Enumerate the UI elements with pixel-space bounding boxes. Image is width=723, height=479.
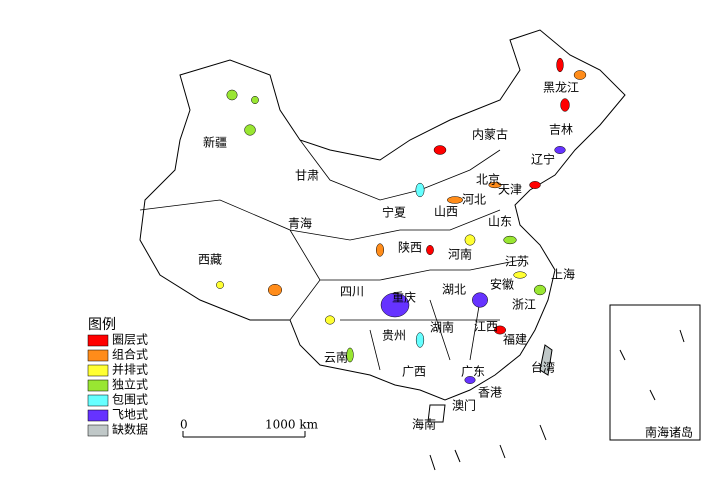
region-label: 台湾 (531, 360, 555, 375)
region-label: 浙江 (512, 298, 536, 312)
patch (380, 292, 410, 318)
taiwan-outline (539, 344, 553, 376)
patch (533, 284, 547, 296)
region-label: 安徽 (490, 277, 514, 292)
patch (415, 182, 425, 198)
legend-swatch (87, 424, 109, 437)
region-label: 江苏 (505, 255, 529, 269)
region-label: 湖北 (442, 282, 466, 297)
legend-label: 包围式 (112, 393, 148, 407)
legend-label: 组合式 (112, 347, 148, 362)
region-label: 江西 (474, 320, 498, 334)
patch (244, 124, 256, 136)
patch (446, 196, 464, 204)
inset-label: 南海诸岛 (645, 425, 693, 440)
legend-swatch (87, 364, 109, 377)
country-outline (139, 29, 626, 401)
region-label: 福建 (503, 332, 527, 347)
patch (503, 235, 517, 245)
patch (472, 292, 488, 308)
region-label: 海南 (412, 417, 436, 432)
patch (415, 332, 425, 348)
region-label: 天津 (498, 183, 522, 197)
region-label: 云南 (324, 350, 348, 365)
region-label: 香港 (478, 386, 502, 400)
region-label: 甘肃 (295, 169, 319, 183)
islands (429, 329, 685, 471)
region-label: 黑龙江 (543, 81, 579, 95)
patch (375, 243, 385, 257)
region-label: 湖南 (430, 320, 454, 335)
legend-label: 缺数据 (112, 422, 148, 437)
patch (216, 281, 224, 289)
region-label: 宁夏 (382, 205, 406, 220)
region-label: 山西 (434, 205, 458, 219)
region-label: 四川 (340, 285, 364, 299)
province-borders (139, 139, 521, 371)
region-label: 辽宁 (531, 152, 555, 167)
legend-label: 并排式 (112, 363, 148, 377)
region-label: 广西 (402, 365, 426, 379)
legend-swatch (87, 334, 109, 347)
region-label: 北京 (476, 173, 500, 187)
patch (324, 315, 336, 325)
inset-frame (609, 304, 701, 441)
patch (556, 57, 564, 73)
patch (573, 70, 587, 80)
patch (226, 89, 238, 101)
legend-label: 独立式 (112, 377, 148, 392)
patch (426, 245, 434, 255)
region-label: 贵州 (382, 329, 406, 343)
patch (560, 98, 570, 112)
region-label: 新疆 (203, 135, 227, 150)
region-label: 澳门 (452, 398, 476, 413)
patch (464, 234, 476, 246)
region-label: 重庆 (392, 291, 416, 305)
region-label: 西藏 (198, 253, 222, 267)
legend-swatch (87, 349, 109, 362)
legend-label: 圈层式 (112, 333, 148, 347)
patch (464, 376, 476, 384)
scale-end: 1000 km (265, 418, 319, 432)
patch (488, 181, 502, 189)
patch (346, 347, 354, 363)
region-label: 青海 (288, 216, 312, 231)
scale-start: 0 (180, 418, 188, 432)
legend-label: 飞地式 (112, 408, 148, 422)
region-label: 山东 (488, 215, 512, 229)
patch (494, 325, 506, 335)
legend-title: 图例 (88, 317, 116, 333)
region-label: 上海 (551, 267, 575, 282)
region-label: 广东 (461, 365, 485, 379)
patch (251, 96, 259, 104)
legend-swatch (87, 394, 109, 407)
legend-swatch (87, 409, 109, 422)
patch (513, 271, 527, 279)
patch (529, 181, 541, 189)
region-label: 陕西 (398, 240, 422, 255)
patch (554, 146, 566, 154)
patch (267, 283, 283, 297)
region-label: 内蒙古 (472, 127, 508, 142)
region-label: 河南 (448, 247, 472, 262)
legend-swatch (87, 379, 109, 392)
region-label: 吉林 (549, 123, 573, 137)
city-patches (216, 57, 587, 384)
region-label: 河北 (462, 193, 486, 207)
patch (433, 145, 447, 155)
hainan-outline (427, 404, 446, 423)
